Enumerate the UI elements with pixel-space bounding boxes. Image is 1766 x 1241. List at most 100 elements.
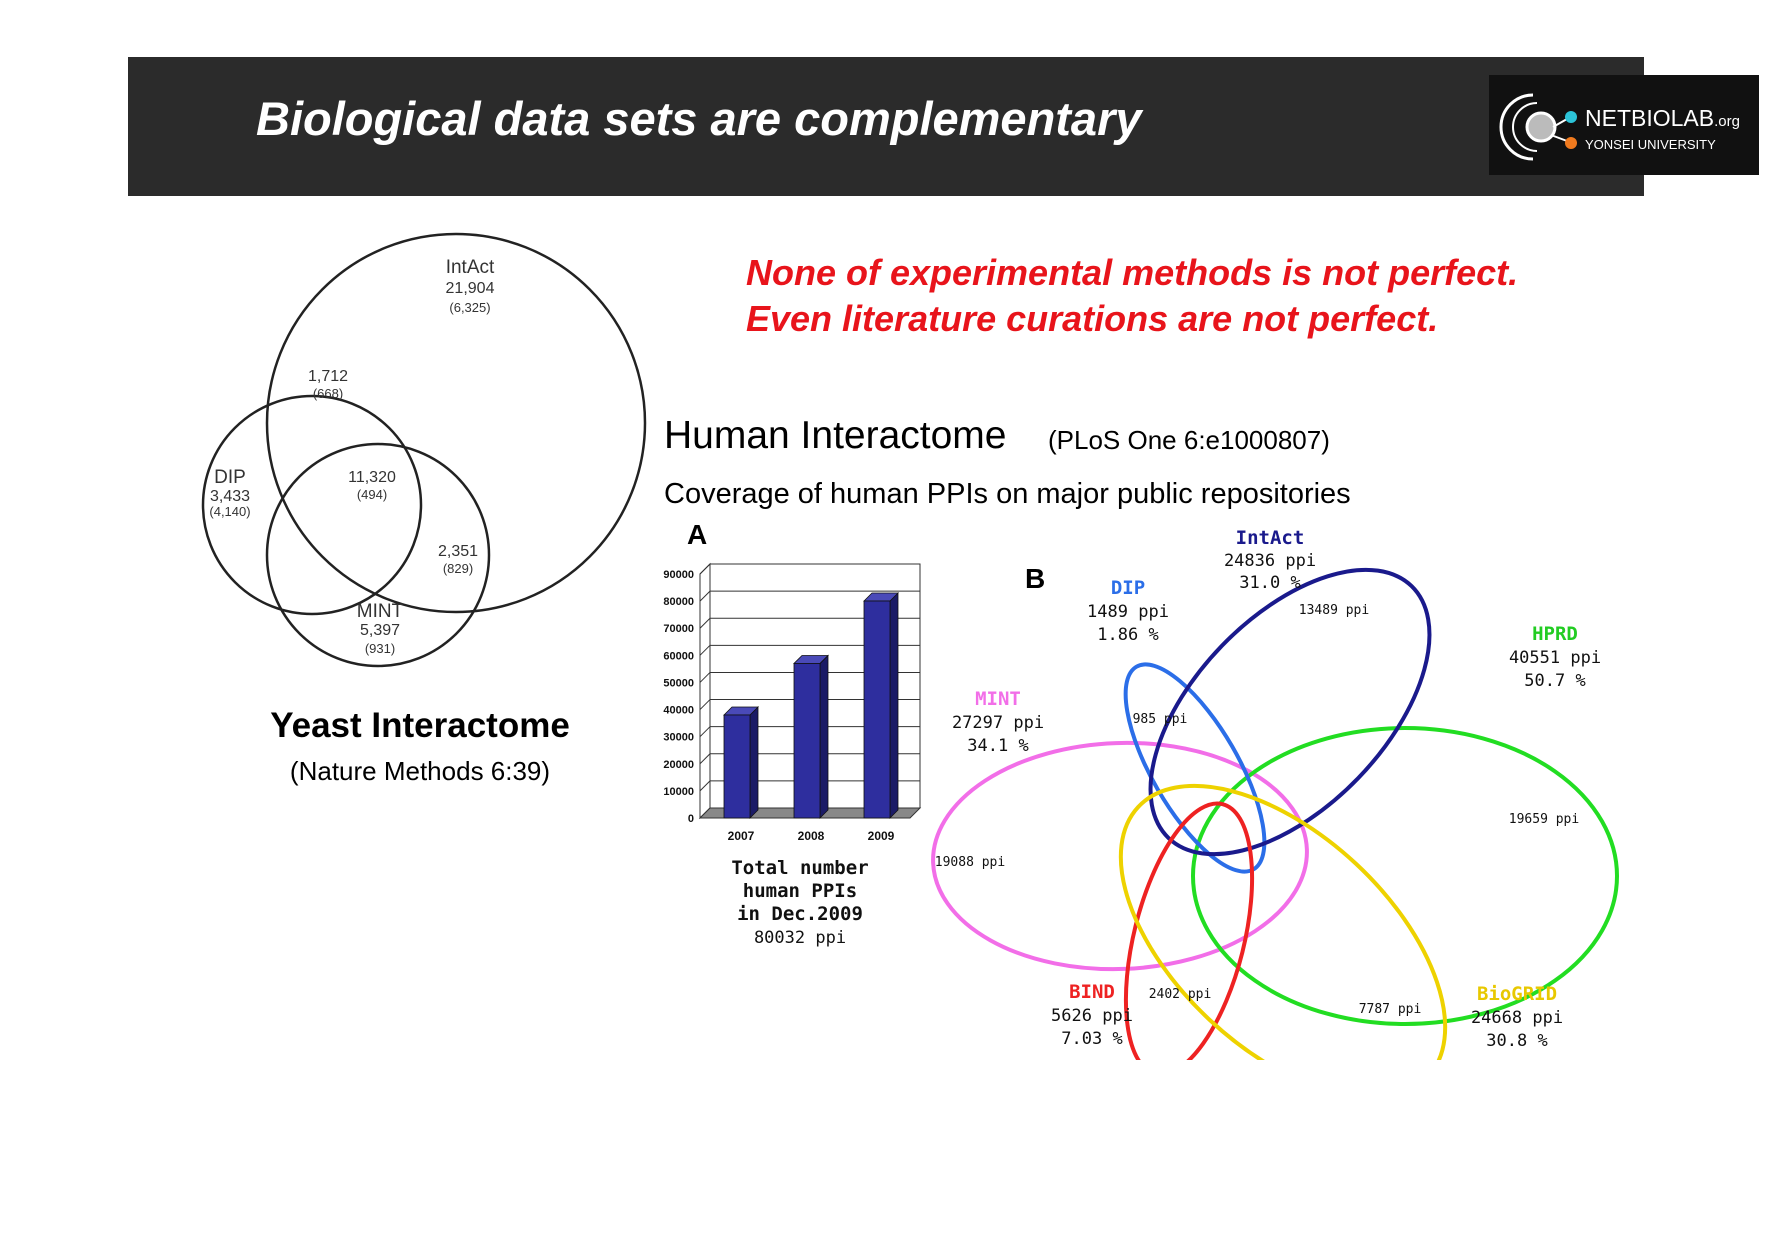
biogrid-ellipse — [1118, 783, 1448, 1060]
yeast-intact-name: IntAct — [446, 257, 495, 278]
y-tick-label: 80000 — [663, 596, 694, 608]
red-note: None of experimental methods is not perf… — [746, 250, 1518, 342]
bar-side — [819, 654, 829, 819]
y-tick-label: 10000 — [663, 786, 694, 798]
y-tick-label: 50000 — [663, 677, 694, 689]
ppi-bar-chart: A 0 10000 20000 30000 40000 50000 60000 70000 80… — [663, 519, 922, 948]
dip-name: DIP — [1111, 577, 1145, 599]
logo-suffix-text: .org — [1714, 113, 1740, 130]
bind-pct: 7.03 % — [1061, 1029, 1122, 1049]
chart-gridline-side — [699, 726, 711, 738]
hprd-pct: 50.7 % — [1524, 671, 1585, 691]
yeast-citation: (Nature Methods 6:39) — [289, 756, 551, 786]
yeast-intact-mint-sub: (829) — [443, 561, 473, 576]
panel-b-label: B — [1025, 563, 1045, 594]
slide-header: Biological data sets are complementary N… — [128, 57, 1759, 196]
yeast-mint-name: MINT — [357, 601, 404, 622]
bind-name: BIND — [1069, 981, 1115, 1003]
yeast-mint-sub: (931) — [365, 641, 395, 656]
hprd-ellipse — [1191, 726, 1619, 1026]
human-ellipse-diagram: B IntAct 24836 ppi 31.0 % DIP 1489 ppi 1… — [931, 527, 1619, 1060]
x-tick-label: 2007 — [728, 829, 755, 843]
note-line-1: None of experimental methods is not perf… — [746, 252, 1519, 293]
note-line-2: Even literature curations are not perfec… — [746, 298, 1439, 339]
total-caption-2: human PPIs — [743, 880, 857, 902]
x-tick-label: 2008 — [798, 829, 825, 843]
total-caption-3: in Dec.2009 — [737, 903, 863, 925]
mint-circle — [265, 442, 491, 668]
intact-ppi: 24836 ppi — [1224, 551, 1316, 571]
logo-mark-icon — [1499, 93, 1577, 161]
yeast-dip-intact-sub: (668) — [313, 386, 343, 401]
biogrid-pct: 30.8 % — [1486, 1031, 1547, 1051]
intact-unique: 13489 ppi — [1299, 603, 1369, 618]
dip-pct: 1.86 % — [1097, 625, 1158, 645]
slide-title: Biological data sets are complementary — [256, 92, 1142, 145]
yeast-venn-diagram: IntAct 21,904 (6,325) 1,712 (668) DIP 3,… — [201, 232, 647, 668]
yeast-all-sub: (494) — [357, 487, 387, 502]
mint-name: MINT — [975, 688, 1021, 710]
y-tick-label: 30000 — [663, 732, 694, 744]
human-title: Human Interactome — [664, 414, 1007, 457]
mint-unique: 19088 ppi — [935, 855, 1005, 870]
bar — [863, 600, 891, 819]
chart-gridline-side — [699, 590, 711, 602]
chart-gridline-side — [699, 699, 711, 710]
y-tick-label: 20000 — [663, 759, 694, 771]
bar-side — [749, 706, 759, 819]
yeast-dip-sub: (4,140) — [209, 504, 250, 519]
yeast-mint-count: 5,397 — [360, 622, 400, 639]
x-tick-label: 2009 — [868, 829, 895, 843]
dip-ppi: 1489 ppi — [1087, 602, 1169, 622]
bar — [793, 663, 821, 819]
yeast-dip-intact-count: 1,712 — [308, 368, 348, 385]
mint-ellipse — [931, 740, 1309, 972]
y-tick-label: 90000 — [663, 569, 694, 581]
biogrid-unique: 7787 ppi — [1359, 1002, 1422, 1017]
chart-gridline-side — [699, 563, 711, 575]
chart-gridline-side — [699, 672, 711, 683]
bar-layer: 0 10000 20000 30000 40000 50000 60000 70000 8000… — [663, 562, 922, 843]
mint-pct: 34.1 % — [967, 736, 1028, 756]
yeast-all-count: 11,320 — [348, 469, 396, 486]
y-tick-label: 70000 — [663, 623, 694, 635]
bind-ppi: 5626 ppi — [1051, 1006, 1133, 1026]
yeast-dip-name: DIP — [214, 467, 246, 488]
logo-main-text: NETBIOLAB — [1585, 105, 1715, 131]
y-tick-label: 60000 — [663, 650, 694, 662]
total-value: 80032 ppi — [754, 928, 846, 948]
yeast-intact-count: 21,904 — [446, 280, 495, 297]
chart-gridline-side — [699, 617, 711, 629]
logo-sub-text: YONSEI UNIVERSITY — [1585, 137, 1716, 152]
yeast-intact-sub: (6,325) — [449, 300, 490, 315]
biogrid-ppi: 24668 ppi — [1471, 1008, 1563, 1028]
hprd-ppi: 40551 ppi — [1509, 648, 1601, 668]
intact-ellipse — [1148, 567, 1432, 857]
chart-gridline-side — [699, 780, 711, 792]
dip-circle — [201, 394, 423, 616]
intact-pct: 31.0 % — [1239, 573, 1300, 593]
bar-side — [889, 592, 899, 819]
coverage-title: Coverage of human PPIs on major public r… — [664, 478, 1351, 510]
yeast-intact-mint-count: 2,351 — [438, 543, 478, 560]
intact-circle — [265, 232, 647, 614]
panel-a-label: A — [687, 519, 707, 550]
total-caption-1: Total number — [731, 857, 868, 879]
hprd-name: HPRD — [1532, 623, 1578, 645]
human-citation: (PLoS One 6:e1000807) — [1048, 425, 1330, 455]
chart-side-wall — [699, 562, 711, 820]
y-tick-label: 40000 — [663, 705, 694, 717]
y-tick-label: 0 — [688, 813, 694, 825]
yeast-dip-count: 3,433 — [210, 488, 250, 505]
hprd-unique: 19659 ppi — [1509, 812, 1579, 827]
bar — [723, 714, 751, 819]
chart-gridline-side — [699, 644, 711, 656]
mint-ppi: 27297 ppi — [952, 713, 1044, 733]
chart-gridline-side — [699, 753, 711, 765]
bind-unique: 2402 ppi — [1149, 987, 1212, 1002]
intact-name: IntAct — [1236, 527, 1305, 549]
bind-ellipse — [1123, 801, 1255, 1060]
yeast-title: Yeast Interactome — [270, 706, 570, 745]
netbiolab-logo: NETBIOLAB.org YONSEI UNIVERSITY — [1489, 75, 1759, 175]
dip-unique: 985 ppi — [1133, 712, 1188, 727]
